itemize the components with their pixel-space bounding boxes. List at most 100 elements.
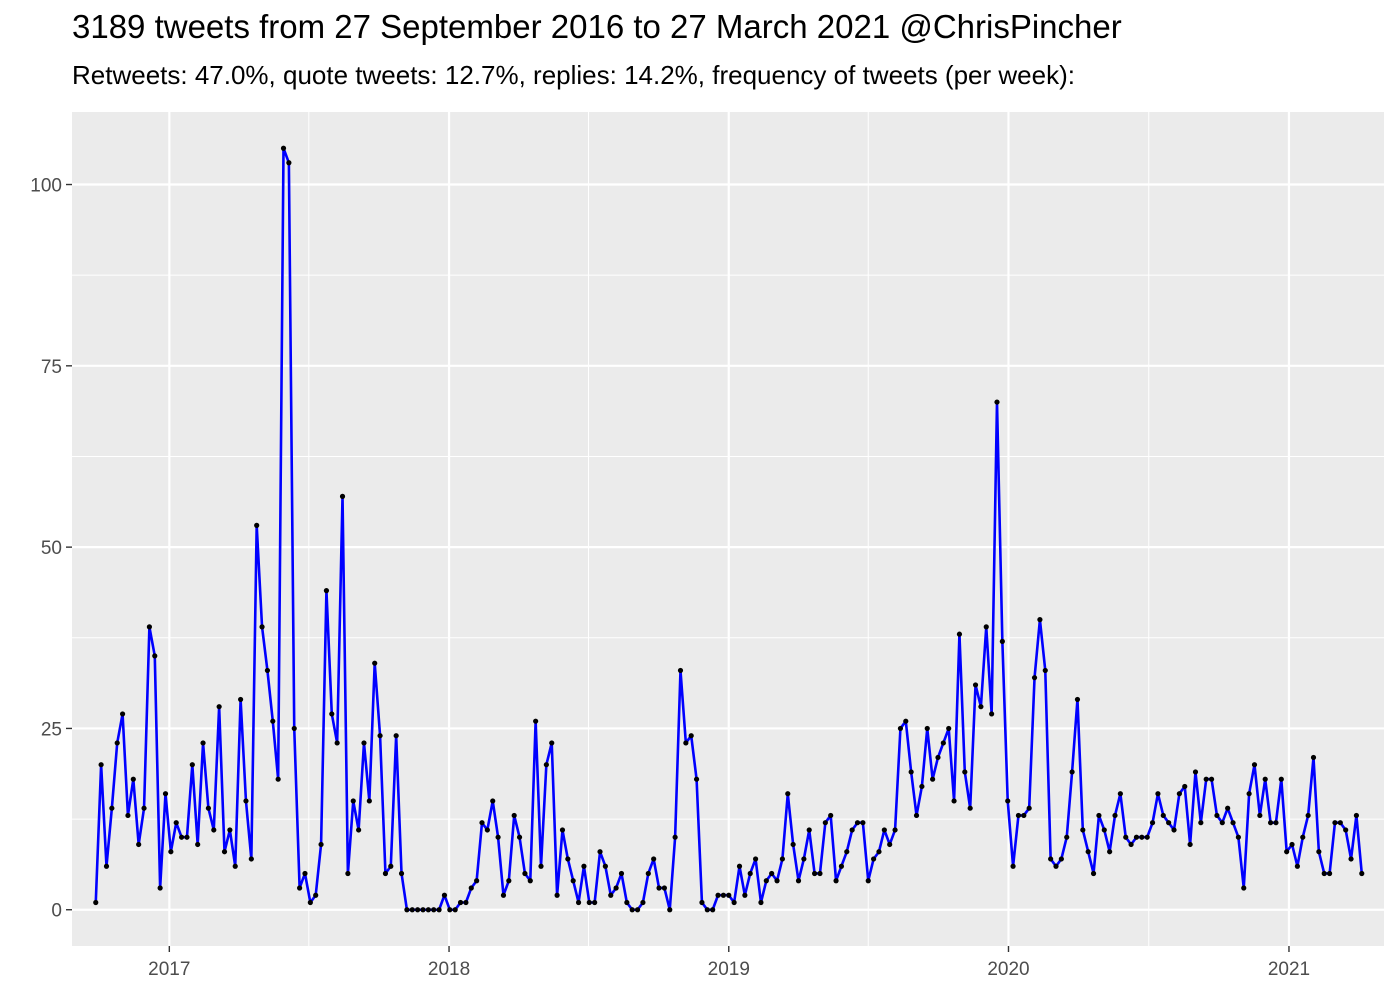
data-point [1133,834,1140,840]
data-point [1353,812,1360,819]
data-point [1257,812,1263,819]
data-point [490,798,496,804]
data-point [1267,820,1274,826]
data-point [978,704,984,710]
y-tick-label: 100 [30,176,62,197]
data-point [361,740,367,746]
data-point [1235,834,1241,840]
data-point [693,776,700,782]
y-tick-label: 75 [41,357,62,378]
data-point [1246,791,1252,797]
data-point [366,798,372,804]
data-point [484,827,490,833]
data-point [463,899,469,906]
data-point [404,907,410,913]
data-point [881,827,887,833]
data-point [860,820,866,826]
data-point [989,711,995,717]
data-point [769,870,775,877]
data-point [1123,834,1129,840]
data-point [205,805,212,811]
data-point [1117,791,1123,797]
data-point [597,849,603,855]
data-point [318,841,324,848]
data-point [812,870,818,877]
data-point [377,733,383,739]
data-point [715,892,721,898]
data-point [838,863,845,869]
data-point [897,725,904,732]
data-point [538,863,544,869]
data-point [683,740,689,746]
data-point [736,863,743,869]
data-point [1096,812,1102,819]
data-point [720,892,727,898]
data-point [833,878,839,884]
data-point [506,878,512,884]
data-point [1021,812,1027,819]
data-point [554,892,560,898]
data-point [527,878,533,884]
data-point [940,740,946,746]
data-point [704,907,710,913]
data-point [1026,805,1032,811]
data-point [763,878,769,884]
data-point [1064,834,1070,840]
data-point [801,856,807,862]
data-point [946,725,952,732]
data-point [785,791,791,797]
data-point [699,899,705,906]
data-point [1069,769,1075,775]
data-point [1310,754,1317,761]
data-point [1080,827,1086,833]
x-tick-label: 2019 [708,959,750,980]
data-point [1085,849,1091,855]
data-point [742,892,748,898]
data-point [264,667,271,674]
data-point [93,899,99,906]
data-point [951,798,957,804]
data-point [1262,776,1268,782]
data-point [382,870,389,877]
data-point [495,834,501,840]
data-point [388,863,394,869]
data-point [452,907,458,913]
data-point [189,762,195,768]
data-point [656,885,662,891]
data-point [329,711,335,717]
data-point [291,725,297,732]
data-point [232,863,238,869]
data-point [393,733,399,739]
data-point [125,812,131,819]
data-point [339,493,346,499]
data-point [286,160,292,166]
data-point [1316,849,1322,855]
data-point [1284,849,1290,855]
data-point [130,776,136,782]
data-point [790,841,796,848]
data-point [999,638,1005,645]
data-point [500,892,507,898]
data-point [221,849,228,855]
data-point [1337,820,1343,826]
data-point [710,907,716,913]
data-point [1289,841,1295,848]
data-point [575,899,582,906]
data-point [211,827,217,833]
data-point [146,624,152,630]
data-point [849,827,855,833]
data-point [152,653,158,659]
data-point [1187,841,1193,848]
data-point [629,907,635,913]
data-point [1155,791,1161,797]
data-point [602,863,608,869]
data-point [967,805,973,811]
data-point [334,740,340,746]
data-point [436,907,442,913]
data-point [731,899,737,906]
data-point [302,870,308,877]
data-point [1359,870,1365,877]
data-point [398,870,405,877]
data-point [930,776,936,782]
